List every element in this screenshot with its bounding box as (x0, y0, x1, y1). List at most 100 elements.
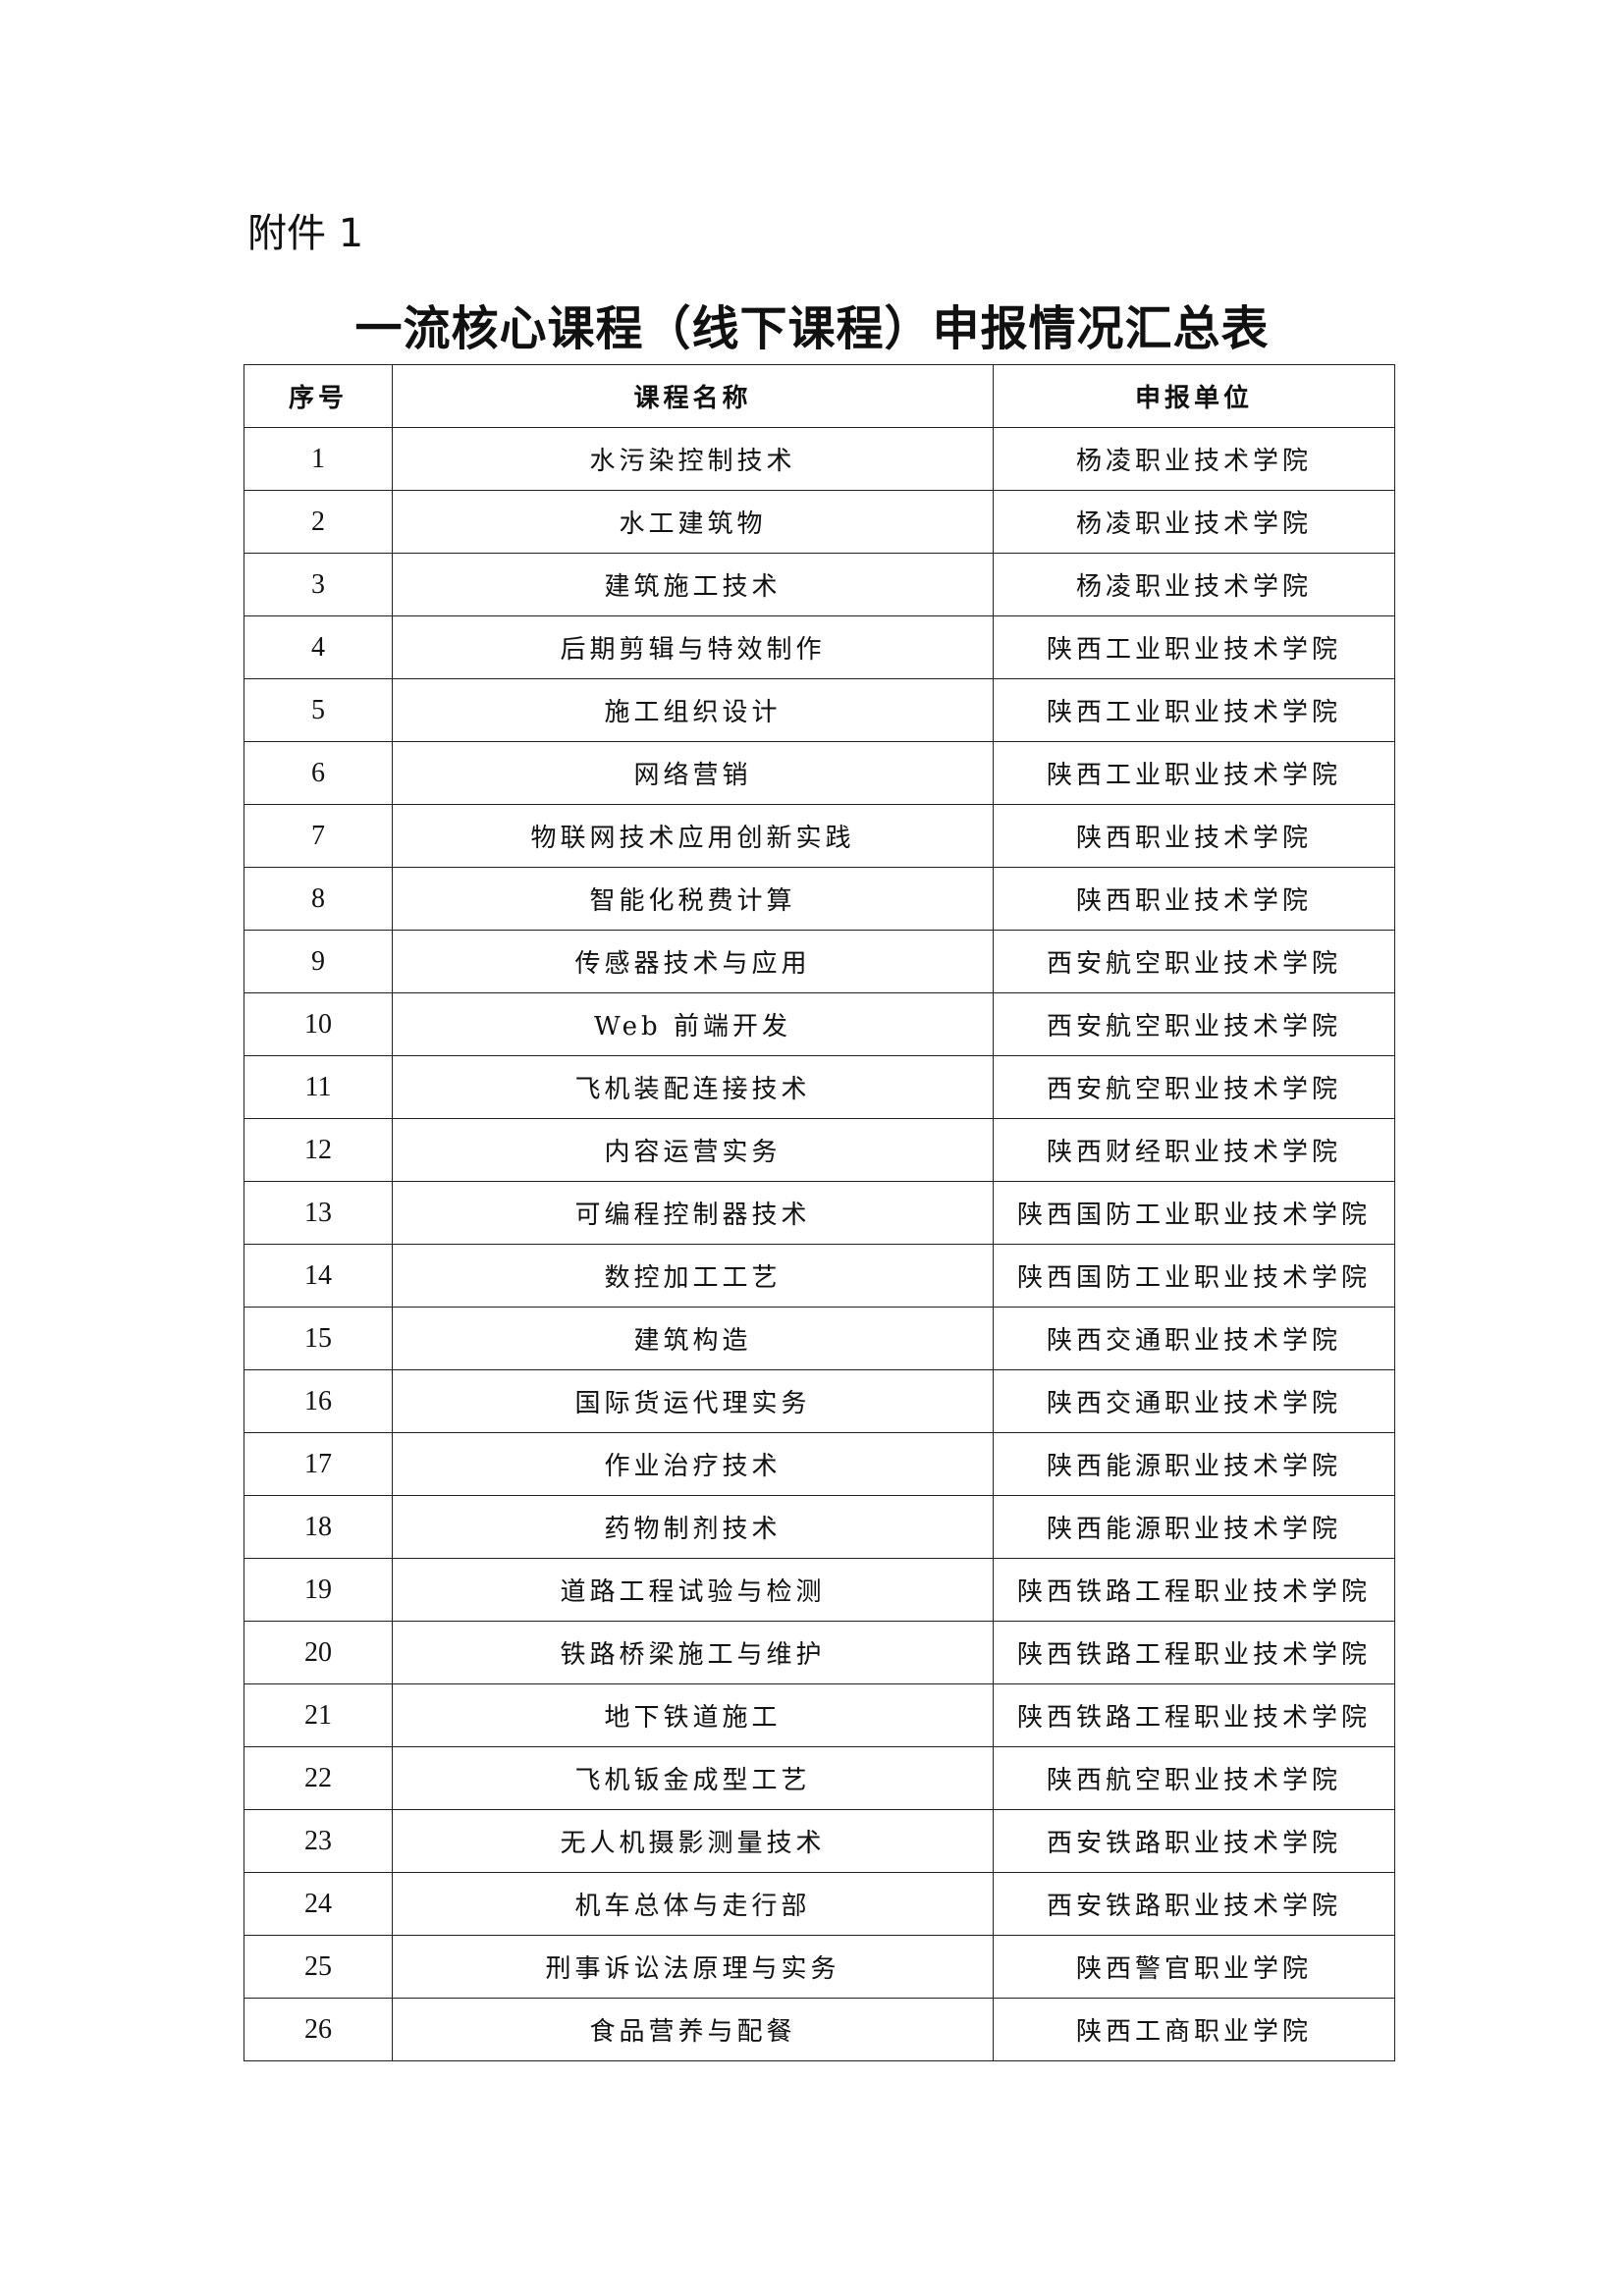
course-name-cell: 物联网技术应用创新实践 (392, 804, 994, 868)
course-name-cell: 药物制剂技术 (392, 1495, 994, 1559)
applicant-unit-cell: 陕西国防工业职业技术学院 (993, 1181, 1395, 1245)
applicant-unit-cell: 陕西工商职业学院 (993, 1998, 1395, 2061)
index-cell: 14 (244, 1244, 393, 1308)
course-name-cell: 机车总体与走行部 (392, 1872, 994, 1936)
applicant-unit-cell: 陕西工业职业技术学院 (993, 741, 1395, 805)
applicant-unit-cell: 西安铁路职业技术学院 (993, 1809, 1395, 1873)
applicant-unit-cell: 杨凌职业技术学院 (993, 553, 1395, 616)
course-name-cell: 建筑构造 (392, 1307, 994, 1370)
table-row: 17 作业治疗技术 陕西能源职业技术学院 (244, 1432, 1395, 1496)
applicant-unit-cell: 陕西职业技术学院 (993, 804, 1395, 868)
course-name-cell: 国际货运代理实务 (392, 1369, 994, 1433)
course-name-cell: 作业治疗技术 (392, 1432, 994, 1496)
table-header-row: 序号 课程名称 申报单位 (244, 364, 1395, 428)
index-cell: 24 (244, 1872, 393, 1936)
index-cell: 5 (244, 678, 393, 742)
course-name-cell: 传感器技术与应用 (392, 930, 994, 993)
course-name-cell: 后期剪辑与特效制作 (392, 615, 994, 679)
table-row: 16 国际货运代理实务 陕西交通职业技术学院 (244, 1369, 1395, 1433)
table-row: 21 地下铁道施工 陕西铁路工程职业技术学院 (244, 1683, 1395, 1747)
course-name-cell: 无人机摄影测量技术 (392, 1809, 994, 1873)
table-row: 9 传感器技术与应用 西安航空职业技术学院 (244, 930, 1395, 993)
applicant-unit-cell: 陕西职业技术学院 (993, 867, 1395, 931)
applicant-unit-cell: 陕西工业职业技术学院 (993, 678, 1395, 742)
course-summary-table: 序号 课程名称 申报单位 1 水污染控制技术 杨凌职业技术学院 2 水工建筑物 杨凌职业技… (244, 364, 1395, 2061)
index-cell: 26 (244, 1998, 393, 2061)
applicant-unit-cell: 陕西警官职业学院 (993, 1935, 1395, 1999)
course-name-cell: 可编程控制器技术 (392, 1181, 994, 1245)
applicant-unit-cell: 陕西财经职业技术学院 (993, 1118, 1395, 1182)
applicant-unit-cell: 杨凌职业技术学院 (993, 427, 1395, 491)
table-row: 14 数控加工工艺 陕西国防工业职业技术学院 (244, 1244, 1395, 1308)
table-row: 13 可编程控制器技术 陕西国防工业职业技术学院 (244, 1181, 1395, 1245)
table-row: 2 水工建筑物 杨凌职业技术学院 (244, 490, 1395, 554)
index-cell: 16 (244, 1369, 393, 1433)
course-name-cell: 智能化税费计算 (392, 867, 994, 931)
document-title: 一流核心课程（线下课程）申报情况汇总表 (354, 301, 1270, 356)
applicant-unit-cell: 陕西国防工业职业技术学院 (993, 1244, 1395, 1308)
course-name-cell: 地下铁道施工 (392, 1683, 994, 1747)
course-name-cell: 飞机装配连接技术 (392, 1055, 994, 1119)
applicant-unit-cell: 陕西能源职业技术学院 (993, 1432, 1395, 1496)
table-row: 8 智能化税费计算 陕西职业技术学院 (244, 867, 1395, 931)
course-name-cell: 施工组织设计 (392, 678, 994, 742)
table-row: 23 无人机摄影测量技术 西安铁路职业技术学院 (244, 1809, 1395, 1873)
index-cell: 4 (244, 615, 393, 679)
applicant-unit-cell: 陕西铁路工程职业技术学院 (993, 1558, 1395, 1622)
index-cell: 25 (244, 1935, 393, 1999)
applicant-unit-cell: 西安航空职业技术学院 (993, 1055, 1395, 1119)
course-name-cell: 内容运营实务 (392, 1118, 994, 1182)
course-name-cell: Web 前端开发 (392, 992, 994, 1056)
table-row: 11 飞机装配连接技术 西安航空职业技术学院 (244, 1055, 1395, 1119)
index-cell: 3 (244, 553, 393, 616)
applicant-unit-cell: 陕西工业职业技术学院 (993, 615, 1395, 679)
table-row: 18 药物制剂技术 陕西能源职业技术学院 (244, 1495, 1395, 1559)
applicant-unit-cell: 陕西交通职业技术学院 (993, 1307, 1395, 1370)
applicant-unit-cell: 陕西铁路工程职业技术学院 (993, 1683, 1395, 1747)
course-name-cell: 建筑施工技术 (392, 553, 994, 616)
table-row: 6 网络营销 陕西工业职业技术学院 (244, 741, 1395, 805)
index-cell: 10 (244, 992, 393, 1056)
index-cell: 17 (244, 1432, 393, 1496)
course-name-cell: 刑事诉讼法原理与实务 (392, 1935, 994, 1999)
table-row: 26 食品营养与配餐 陕西工商职业学院 (244, 1998, 1395, 2061)
applicant-unit-cell: 陕西航空职业技术学院 (993, 1746, 1395, 1810)
index-cell: 22 (244, 1746, 393, 1810)
course-name-cell: 网络营销 (392, 741, 994, 805)
applicant-unit-cell: 陕西能源职业技术学院 (993, 1495, 1395, 1559)
applicant-unit-cell: 西安航空职业技术学院 (993, 930, 1395, 993)
index-cell: 1 (244, 427, 393, 491)
applicant-unit-cell: 西安航空职业技术学院 (993, 992, 1395, 1056)
applicant-unit-cell: 陕西交通职业技术学院 (993, 1369, 1395, 1433)
index-cell: 15 (244, 1307, 393, 1370)
attachment-label: 附件 1 (247, 211, 364, 256)
course-name-cell: 铁路桥梁施工与维护 (392, 1621, 994, 1684)
table-row: 5 施工组织设计 陕西工业职业技术学院 (244, 678, 1395, 742)
index-cell: 6 (244, 741, 393, 805)
course-name-cell: 数控加工工艺 (392, 1244, 994, 1308)
header-applicant-unit: 申报单位 (993, 364, 1395, 428)
table-row: 4 后期剪辑与特效制作 陕西工业职业技术学院 (244, 615, 1395, 679)
course-name-cell: 水工建筑物 (392, 490, 994, 554)
table-row: 20 铁路桥梁施工与维护 陕西铁路工程职业技术学院 (244, 1621, 1395, 1684)
index-cell: 13 (244, 1181, 393, 1245)
index-cell: 21 (244, 1683, 393, 1747)
index-cell: 2 (244, 490, 393, 554)
header-course-name: 课程名称 (392, 364, 994, 428)
table-row: 24 机车总体与走行部 西安铁路职业技术学院 (244, 1872, 1395, 1936)
index-cell: 7 (244, 804, 393, 868)
index-cell: 11 (244, 1055, 393, 1119)
table-row: 10 Web 前端开发 西安航空职业技术学院 (244, 992, 1395, 1056)
index-cell: 20 (244, 1621, 393, 1684)
table-row: 19 道路工程试验与检测 陕西铁路工程职业技术学院 (244, 1558, 1395, 1622)
course-name-cell: 道路工程试验与检测 (392, 1558, 994, 1622)
table-row: 25 刑事诉讼法原理与实务 陕西警官职业学院 (244, 1935, 1395, 1999)
course-name-cell: 水污染控制技术 (392, 427, 994, 491)
applicant-unit-cell: 西安铁路职业技术学院 (993, 1872, 1395, 1936)
table-row: 12 内容运营实务 陕西财经职业技术学院 (244, 1118, 1395, 1182)
table-row: 22 飞机钣金成型工艺 陕西航空职业技术学院 (244, 1746, 1395, 1810)
table-row: 1 水污染控制技术 杨凌职业技术学院 (244, 427, 1395, 491)
index-cell: 9 (244, 930, 393, 993)
header-index: 序号 (244, 364, 393, 428)
index-cell: 19 (244, 1558, 393, 1622)
